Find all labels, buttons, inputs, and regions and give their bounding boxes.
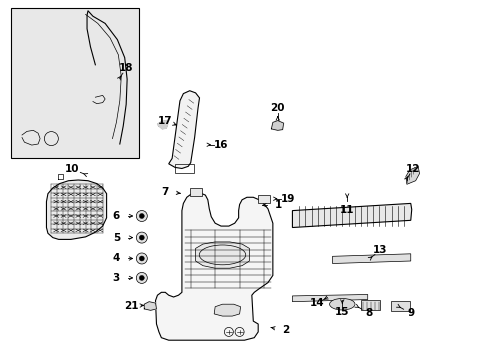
- Bar: [258, 195, 270, 203]
- Text: 11: 11: [339, 204, 354, 215]
- Polygon shape: [292, 294, 367, 302]
- Circle shape: [139, 275, 144, 280]
- Text: 14: 14: [309, 298, 324, 308]
- Text: 16: 16: [213, 140, 228, 150]
- Text: 12: 12: [405, 164, 420, 174]
- Circle shape: [136, 253, 147, 264]
- Polygon shape: [155, 193, 272, 340]
- Text: 8: 8: [365, 308, 372, 318]
- Text: 1: 1: [275, 200, 282, 210]
- Polygon shape: [405, 166, 419, 184]
- Circle shape: [139, 213, 144, 219]
- Text: 19: 19: [280, 194, 294, 204]
- Ellipse shape: [329, 298, 354, 310]
- Circle shape: [136, 211, 147, 221]
- Bar: [189, 188, 202, 196]
- Text: 13: 13: [372, 245, 387, 255]
- Text: 3: 3: [113, 273, 120, 283]
- Text: 9: 9: [407, 308, 413, 318]
- Circle shape: [139, 256, 144, 261]
- Text: 21: 21: [123, 301, 138, 311]
- Polygon shape: [332, 254, 410, 264]
- Polygon shape: [195, 242, 249, 268]
- Text: 10: 10: [65, 164, 80, 174]
- Polygon shape: [271, 121, 283, 130]
- Text: 7: 7: [161, 186, 169, 197]
- Bar: [11, 8, 139, 158]
- Polygon shape: [214, 304, 240, 316]
- Polygon shape: [292, 203, 411, 228]
- Bar: [390, 301, 409, 311]
- Polygon shape: [46, 180, 106, 239]
- Circle shape: [139, 235, 144, 240]
- Text: 15: 15: [334, 307, 349, 318]
- Polygon shape: [168, 91, 199, 168]
- Text: 4: 4: [112, 253, 120, 264]
- Text: 17: 17: [158, 116, 172, 126]
- Bar: [175, 164, 193, 173]
- Circle shape: [136, 232, 147, 243]
- Polygon shape: [144, 302, 156, 310]
- Bar: [360, 300, 380, 310]
- Text: 5: 5: [113, 233, 120, 243]
- Text: 2: 2: [282, 325, 289, 336]
- Circle shape: [136, 273, 147, 283]
- Text: 20: 20: [270, 103, 285, 113]
- Polygon shape: [157, 121, 167, 129]
- Text: 18: 18: [119, 63, 133, 73]
- Text: 6: 6: [113, 211, 120, 221]
